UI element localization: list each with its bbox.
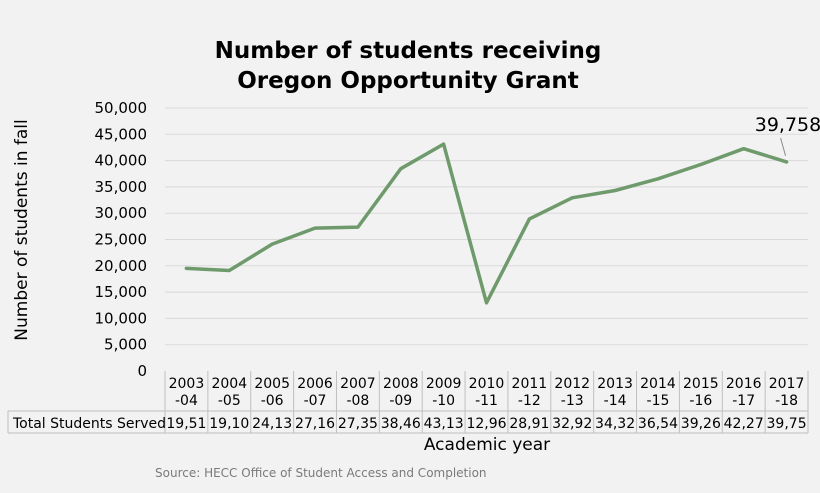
x-tick-label-top: 2008 [383, 376, 419, 392]
x-tick-label-bottom: -14 [604, 393, 627, 409]
table-cell: 42,27 [724, 416, 764, 432]
y-tick-label: 30,000 [95, 204, 148, 222]
data-point [785, 160, 789, 164]
data-point [270, 242, 274, 246]
table-cell: 36,54 [638, 416, 678, 432]
data-point [442, 142, 446, 146]
data-point [656, 177, 660, 181]
y-tick-label: 0 [137, 362, 147, 380]
x-tick-label-top: 2017 [769, 376, 805, 392]
x-tick-label-bottom: -11 [475, 393, 498, 409]
y-tick-label: 5,000 [104, 336, 147, 354]
y-tick-label: 45,000 [95, 125, 148, 143]
y-axis-label: Number of students in fall [12, 119, 32, 340]
x-tick-label-bottom: -13 [561, 393, 584, 409]
data-point [485, 301, 488, 305]
data-point [227, 269, 231, 273]
y-axis-ticks: 0 5,000 10,000 15,000 20,000 25,000 30,000 35,0… [95, 99, 148, 380]
x-tick-label-bottom: -06 [261, 393, 284, 409]
y-tick-label: 40,000 [95, 152, 148, 170]
x-tick-label-top: 2011 [512, 376, 548, 392]
data-point [699, 162, 703, 166]
data-point [527, 217, 531, 221]
x-tick-label-bottom: -08 [346, 393, 369, 409]
x-tick-label-top: 2005 [254, 376, 290, 392]
table-cell: 27,35 [338, 416, 378, 432]
x-tick-label-top: 2014 [640, 376, 676, 392]
x-tick-label-bottom: -12 [518, 393, 541, 409]
data-point [184, 266, 188, 270]
data-point [570, 196, 574, 200]
x-tick-label-top: 2006 [297, 376, 333, 392]
x-tick-label-top: 2016 [726, 376, 762, 392]
gridlines [165, 107, 808, 346]
table-cell: 24,13 [252, 416, 292, 432]
chart-title-line-1: Number of students receiving [215, 38, 602, 64]
x-axis-label: Academic year [424, 435, 550, 455]
x-tick-label-bottom: -07 [304, 393, 327, 409]
x-tick-label-bottom: -04 [175, 393, 198, 409]
data-table [7, 371, 809, 434]
x-tick-label-top: 2007 [340, 376, 376, 392]
data-point [356, 225, 360, 229]
table-cell: 27,16 [295, 416, 335, 432]
annotation-leader [780, 137, 787, 157]
y-tick-label: 35,000 [95, 178, 148, 196]
x-tick-label-bottom: -09 [389, 393, 412, 409]
x-tick-label-bottom: -05 [218, 393, 241, 409]
table-cell: 39,26 [681, 416, 721, 432]
x-tick-label-bottom: -18 [775, 393, 798, 409]
x-axis-categories: 2003-042004-052005-062006-072007-082008-… [169, 376, 805, 409]
y-tick-label: 15,000 [95, 283, 148, 301]
table-cell: 43,13 [424, 416, 464, 432]
x-tick-label-top: 2003 [169, 376, 205, 392]
x-tick-label-bottom: -15 [647, 393, 670, 409]
x-tick-label-top: 2012 [554, 376, 590, 392]
x-tick-label-top: 2004 [211, 376, 247, 392]
table-cell: 12,96 [466, 416, 506, 432]
x-tick-label-top: 2010 [469, 376, 505, 392]
x-tick-label-bottom: -10 [432, 393, 455, 409]
data-point [613, 188, 617, 192]
annotation-last-value: 39,758 [755, 114, 820, 136]
source-note: Source: HECC Office of Student Access an… [155, 466, 487, 480]
y-tick-label: 50,000 [95, 99, 148, 117]
table-cell: 32,92 [552, 416, 592, 432]
x-tick-label-bottom: -16 [689, 393, 712, 409]
series-points [184, 142, 789, 305]
table-cell: 19,10 [209, 416, 249, 432]
data-point [313, 226, 317, 230]
x-tick-label-top: 2013 [597, 376, 633, 392]
chart-title-line-2: Oregon Opportunity Grant [237, 68, 579, 94]
y-tick-label: 25,000 [95, 231, 148, 249]
table-cell: 34,32 [595, 416, 635, 432]
table-values: 19,51 19,10 24,13 27,16 27,35 38,46 43,13 12,96… [166, 416, 806, 432]
table-series-label: Total Students Served [12, 416, 166, 432]
table-cell: 19,51 [166, 416, 206, 432]
data-point [742, 147, 746, 151]
data-point [399, 167, 403, 171]
series-line [184, 142, 789, 305]
table-cell: 39,75 [767, 416, 807, 432]
table-cell: 28,91 [509, 416, 549, 432]
x-tick-label-top: 2009 [426, 376, 462, 392]
y-tick-label: 10,000 [95, 309, 148, 327]
y-tick-label: 20,000 [95, 257, 148, 275]
x-tick-label-bottom: -17 [732, 393, 755, 409]
x-tick-label-top: 2015 [683, 376, 719, 392]
table-cell: 38,46 [381, 416, 421, 432]
